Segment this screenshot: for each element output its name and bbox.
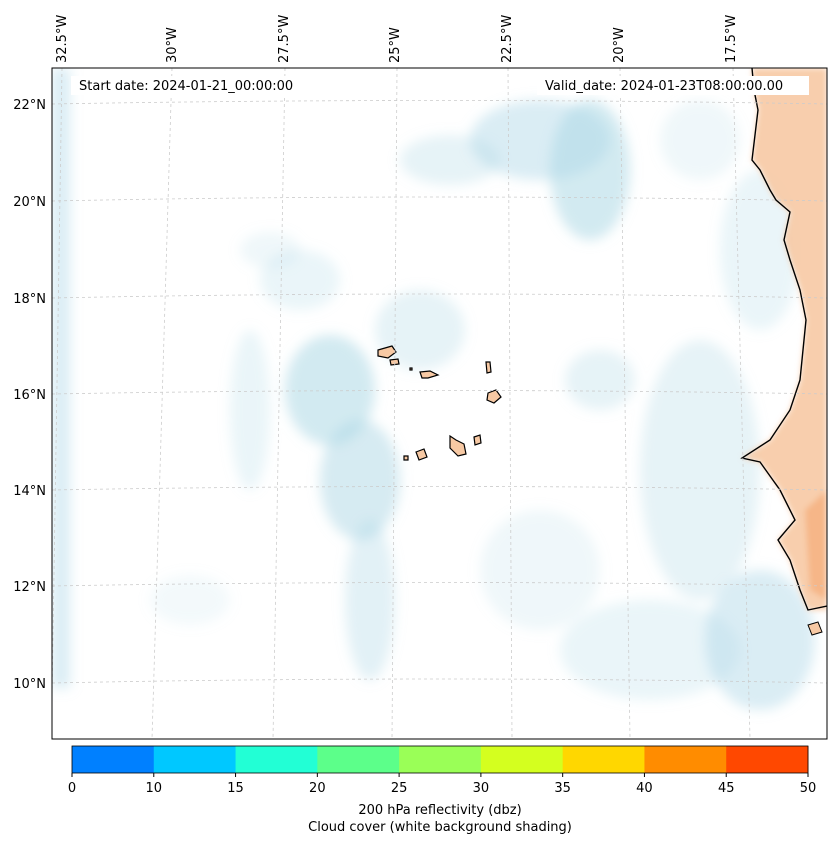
colorbar-tick-label-0: 0 [68, 781, 76, 796]
bissau-islands [807, 621, 823, 636]
colorbar-block-1 [153, 746, 237, 773]
cloud-cover-shading [52, 68, 815, 710]
colorbar-tick-label-3: 20 [309, 781, 326, 796]
lat-label-14n: 14°N [13, 484, 46, 499]
lat-label-16n: 16°N [13, 388, 46, 403]
colorbar-label: 200 hPa reflectivity (dbz) [358, 803, 521, 818]
colorbar-border [71, 745, 809, 774]
lon-label-20w: 20°W [612, 27, 627, 63]
colorbar-sublabel: Cloud cover (white background shading) [308, 820, 572, 835]
cape-verde-islands [377, 345, 502, 461]
colorbar-block-7 [644, 746, 727, 773]
info-start-date-box: Start date: 2024-01-21_00:00:00 [71, 76, 311, 95]
longitude-labels: 32.5°W 30°W 27.5°W 25°W 22.5°W 20°W 17.5… [55, 15, 739, 63]
colorbar-block-6 [562, 746, 645, 773]
lon-label-32-5w: 32.5°W [55, 15, 70, 63]
lon-label-30w: 30°W [165, 27, 180, 63]
colorbar-tick-label-4: 25 [391, 781, 408, 796]
colorbar-tick-label-5: 30 [473, 781, 490, 796]
map-frame [51, 67, 828, 740]
colorbar-block-3 [317, 746, 400, 773]
info-valid-date-box: Valid_date: 2024-01-23T08:00:00.00 [537, 76, 809, 95]
latitude-labels: 22°N 20°N 18°N 16°N 14°N 12°N 10°N [13, 98, 46, 692]
colorbar-block-2 [235, 746, 318, 773]
colorbar-blocks [72, 746, 809, 773]
west-african-coastline [742, 68, 827, 610]
lon-label-22-5w: 22.5°W [500, 15, 515, 63]
colorbar-tick-label-6: 35 [554, 781, 571, 796]
colorbar-ticks: 0 10 15 20 25 30 35 40 45 50 [68, 773, 816, 796]
lat-label-18n: 18°N [13, 292, 46, 307]
colorbar-tick-label-7: 40 [636, 781, 653, 796]
map-layers: Start date: 2024-01-21_00:00:00 Valid_da… [52, 68, 827, 739]
colorbar-block-8 [726, 746, 809, 773]
colorbar-block-0 [72, 746, 155, 773]
lon-label-17-5w: 17.5°W [724, 15, 739, 63]
colorbar-tick-label-1: 10 [146, 781, 163, 796]
coastline-outline [740, 68, 827, 611]
gridlines [52, 68, 827, 739]
colorbar-tick-label-9: 50 [800, 781, 817, 796]
colorbar-block-5 [480, 746, 564, 773]
colorbar-block-4 [399, 746, 482, 773]
lat-label-22n: 22°N [13, 98, 46, 113]
colorbar: 0 10 15 20 25 30 35 40 45 50 200 hPa reflectivity… [68, 745, 816, 835]
colorbar-tick-label-2: 15 [227, 781, 244, 796]
valid-date-label: Valid_date: 2024-01-23T08:00:00.00 [545, 79, 783, 94]
lat-label-12n: 12°N [13, 580, 46, 595]
colorbar-tick-label-8: 45 [718, 781, 735, 796]
lon-label-27-5w: 27.5°W [277, 15, 292, 63]
lat-label-10n: 10°N [13, 677, 46, 692]
start-date-label: Start date: 2024-01-21_00:00:00 [79, 79, 293, 94]
lat-label-20n: 20°N [13, 195, 46, 210]
lon-label-25w: 25°W [388, 27, 403, 63]
